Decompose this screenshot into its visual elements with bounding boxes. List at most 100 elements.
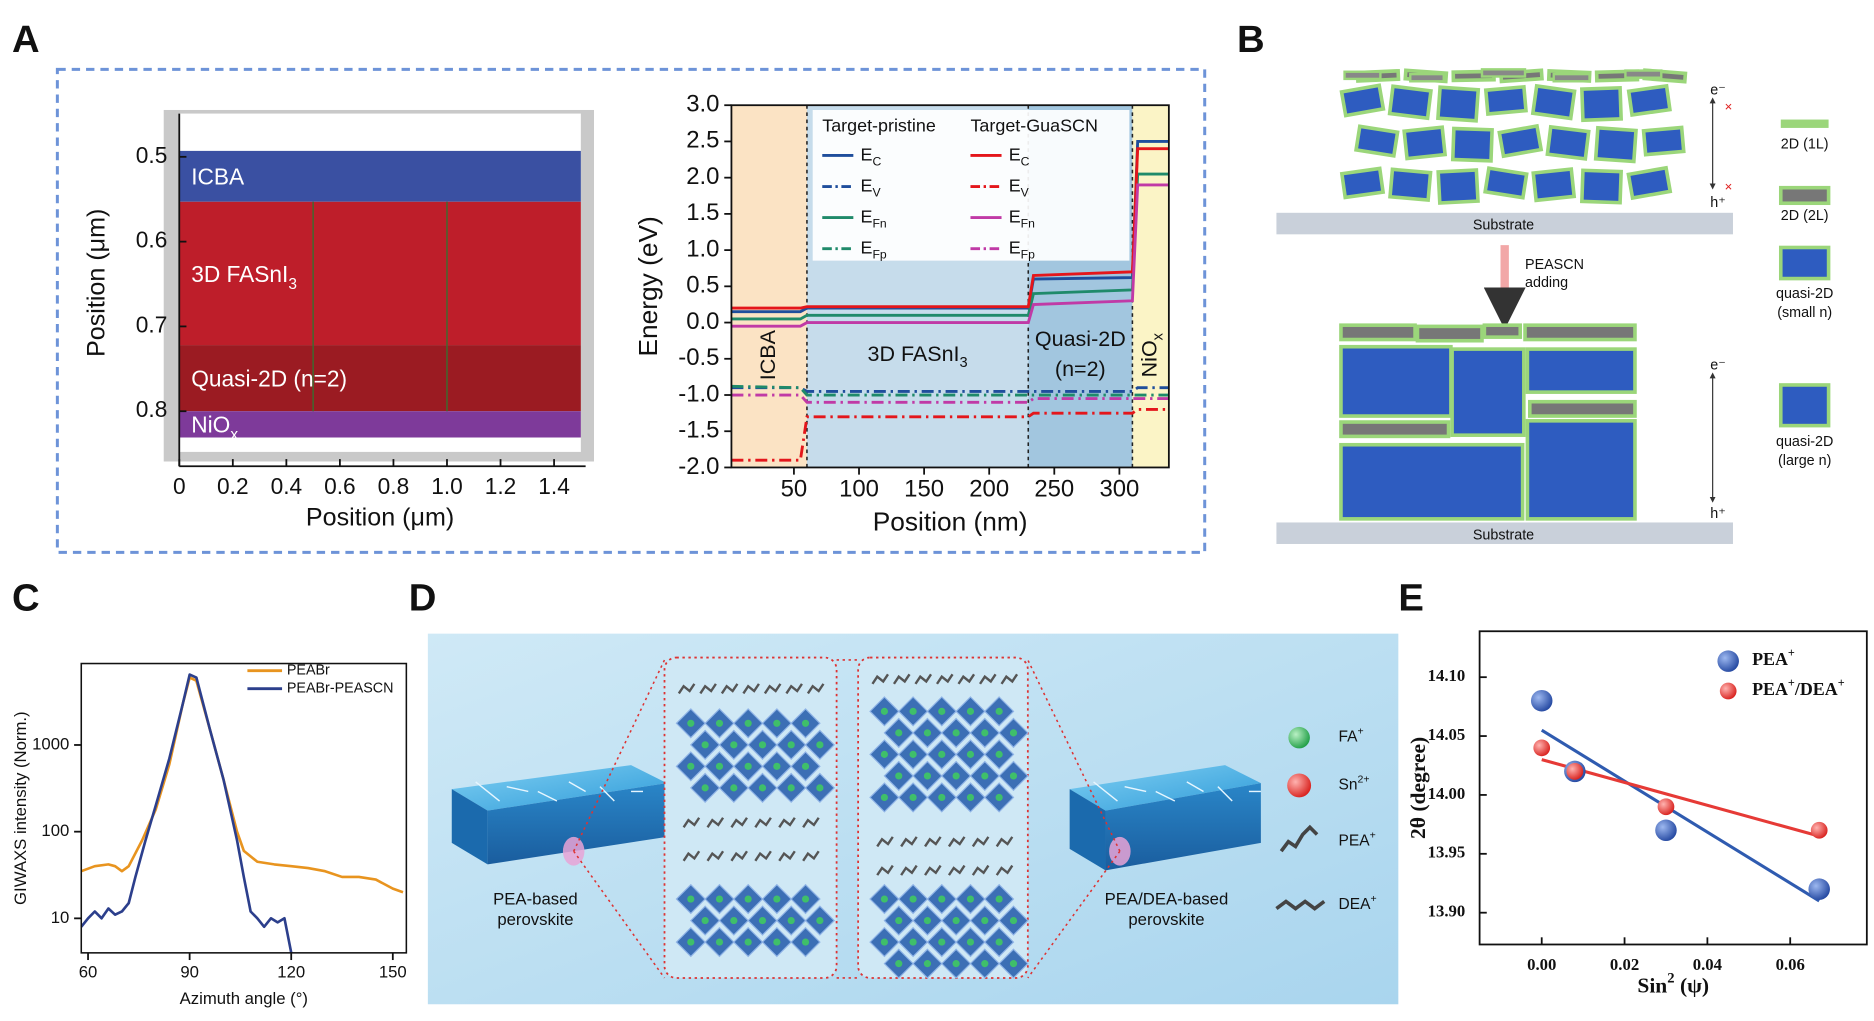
organic-cation bbox=[979, 673, 997, 685]
organic-cation bbox=[730, 850, 748, 862]
cation bbox=[880, 793, 888, 802]
text-part: E bbox=[1009, 237, 1021, 257]
cation bbox=[787, 741, 795, 749]
legend-label: quasi-2D bbox=[1776, 434, 1833, 450]
text-part: 3D FASnI bbox=[868, 342, 960, 366]
plot-frame bbox=[1478, 630, 1868, 946]
legend-label: EFp bbox=[1009, 237, 1035, 261]
cation bbox=[995, 938, 1003, 946]
quasi-2d-block bbox=[1339, 83, 1386, 118]
region-label: Quasi-2D bbox=[1035, 327, 1126, 351]
cation bbox=[744, 938, 752, 946]
cation bbox=[952, 772, 960, 780]
text-part: NiO bbox=[1137, 340, 1161, 377]
quasi-2d-block bbox=[1531, 167, 1577, 203]
quasi-2d-block bbox=[1579, 168, 1624, 205]
quasi-2d-block bbox=[1387, 84, 1433, 121]
cation bbox=[895, 729, 903, 737]
legend-group: Target-GuaSCN bbox=[970, 115, 1097, 135]
quasi-2d-block bbox=[1450, 126, 1494, 163]
legend-label: FA+ bbox=[1339, 725, 1364, 745]
process-label: PEASCN bbox=[1525, 257, 1584, 273]
cation bbox=[966, 793, 975, 802]
cation bbox=[801, 719, 810, 727]
x-tick-label: 0.00 bbox=[1527, 955, 1556, 974]
quasi-2d-block bbox=[1402, 125, 1448, 161]
film-top bbox=[1069, 765, 1261, 811]
grain-boundary bbox=[475, 781, 501, 802]
cation bbox=[773, 719, 781, 727]
text-part: Quasi-2D (n=2) bbox=[191, 366, 347, 392]
grain-boundary bbox=[1124, 785, 1147, 793]
y-tick-label: 2.0 bbox=[686, 163, 719, 190]
subscript: V bbox=[1021, 186, 1030, 200]
cation bbox=[880, 895, 888, 903]
cation bbox=[758, 916, 767, 925]
legend-label: (small n) bbox=[1777, 305, 1832, 321]
cation bbox=[981, 916, 989, 925]
organic-cation bbox=[785, 683, 803, 695]
text-part: E bbox=[861, 206, 873, 226]
organic-cation bbox=[754, 817, 772, 828]
organic-cation bbox=[778, 817, 796, 828]
subscript: C bbox=[1021, 155, 1030, 169]
legend-label: PEA+ bbox=[1339, 829, 1376, 849]
cation bbox=[744, 719, 752, 727]
grain-boundary bbox=[1093, 781, 1118, 802]
film-label: perovskite bbox=[497, 910, 573, 929]
text-part: DEA bbox=[1339, 896, 1372, 913]
cation bbox=[923, 772, 932, 780]
band-line bbox=[731, 408, 1169, 462]
quasi-2d-block bbox=[1497, 123, 1544, 159]
text-part: E bbox=[861, 237, 873, 257]
y-tick-label: 0.8 bbox=[136, 396, 168, 422]
x-tick-label: 50 bbox=[781, 475, 808, 502]
cation bbox=[1009, 960, 1018, 968]
region-label: NiOx bbox=[1137, 332, 1166, 377]
cation bbox=[1009, 772, 1018, 780]
cation bbox=[966, 750, 975, 758]
text-part: (ψ) bbox=[1675, 973, 1709, 997]
quasi-2d-block bbox=[1339, 442, 1525, 521]
legend-marker bbox=[1719, 682, 1737, 700]
cation bbox=[909, 793, 917, 802]
cation bbox=[981, 960, 989, 968]
fit-line bbox=[1541, 758, 1820, 838]
organic-cation bbox=[802, 817, 820, 828]
panel-label: C bbox=[12, 576, 40, 619]
subscript: C bbox=[872, 155, 881, 169]
legend-label: EC bbox=[1009, 144, 1030, 168]
cation bbox=[909, 707, 917, 715]
organic-cation bbox=[900, 836, 918, 848]
y-tick-label: 3.0 bbox=[686, 91, 719, 118]
film-label: perovskite bbox=[1128, 910, 1204, 929]
text-part: Quasi-2D bbox=[1035, 327, 1126, 351]
cation bbox=[687, 895, 695, 903]
superscript: + bbox=[1358, 725, 1364, 737]
legend-label: EFn bbox=[861, 206, 887, 230]
cation bbox=[981, 729, 989, 737]
fit-line bbox=[1540, 728, 1821, 903]
quasi-2d-block bbox=[1626, 165, 1673, 201]
grain-boundary bbox=[1217, 786, 1233, 802]
legend-label: EV bbox=[1009, 175, 1030, 199]
quasi-2d-block bbox=[1579, 85, 1624, 123]
band-line bbox=[731, 386, 1169, 393]
legend-marker bbox=[1717, 650, 1739, 672]
y-tick-label: 14.00 bbox=[1428, 784, 1466, 803]
cation bbox=[909, 895, 917, 903]
grain-boundary bbox=[599, 786, 615, 802]
carrier-label: h⁺ bbox=[1710, 195, 1726, 211]
text-part: NiO bbox=[191, 412, 230, 438]
organic-cation bbox=[924, 864, 942, 876]
film-label: PEA-based bbox=[493, 890, 578, 909]
y-tick-label: 2.5 bbox=[686, 127, 719, 154]
organic-cation bbox=[936, 673, 954, 685]
quasi-2d-block bbox=[1525, 419, 1637, 521]
x-tick-label: 200 bbox=[969, 475, 1009, 502]
subscript: 3 bbox=[288, 275, 297, 292]
cation bbox=[995, 793, 1003, 802]
x-tick-label: 0.8 bbox=[378, 473, 410, 499]
cation bbox=[730, 741, 738, 749]
